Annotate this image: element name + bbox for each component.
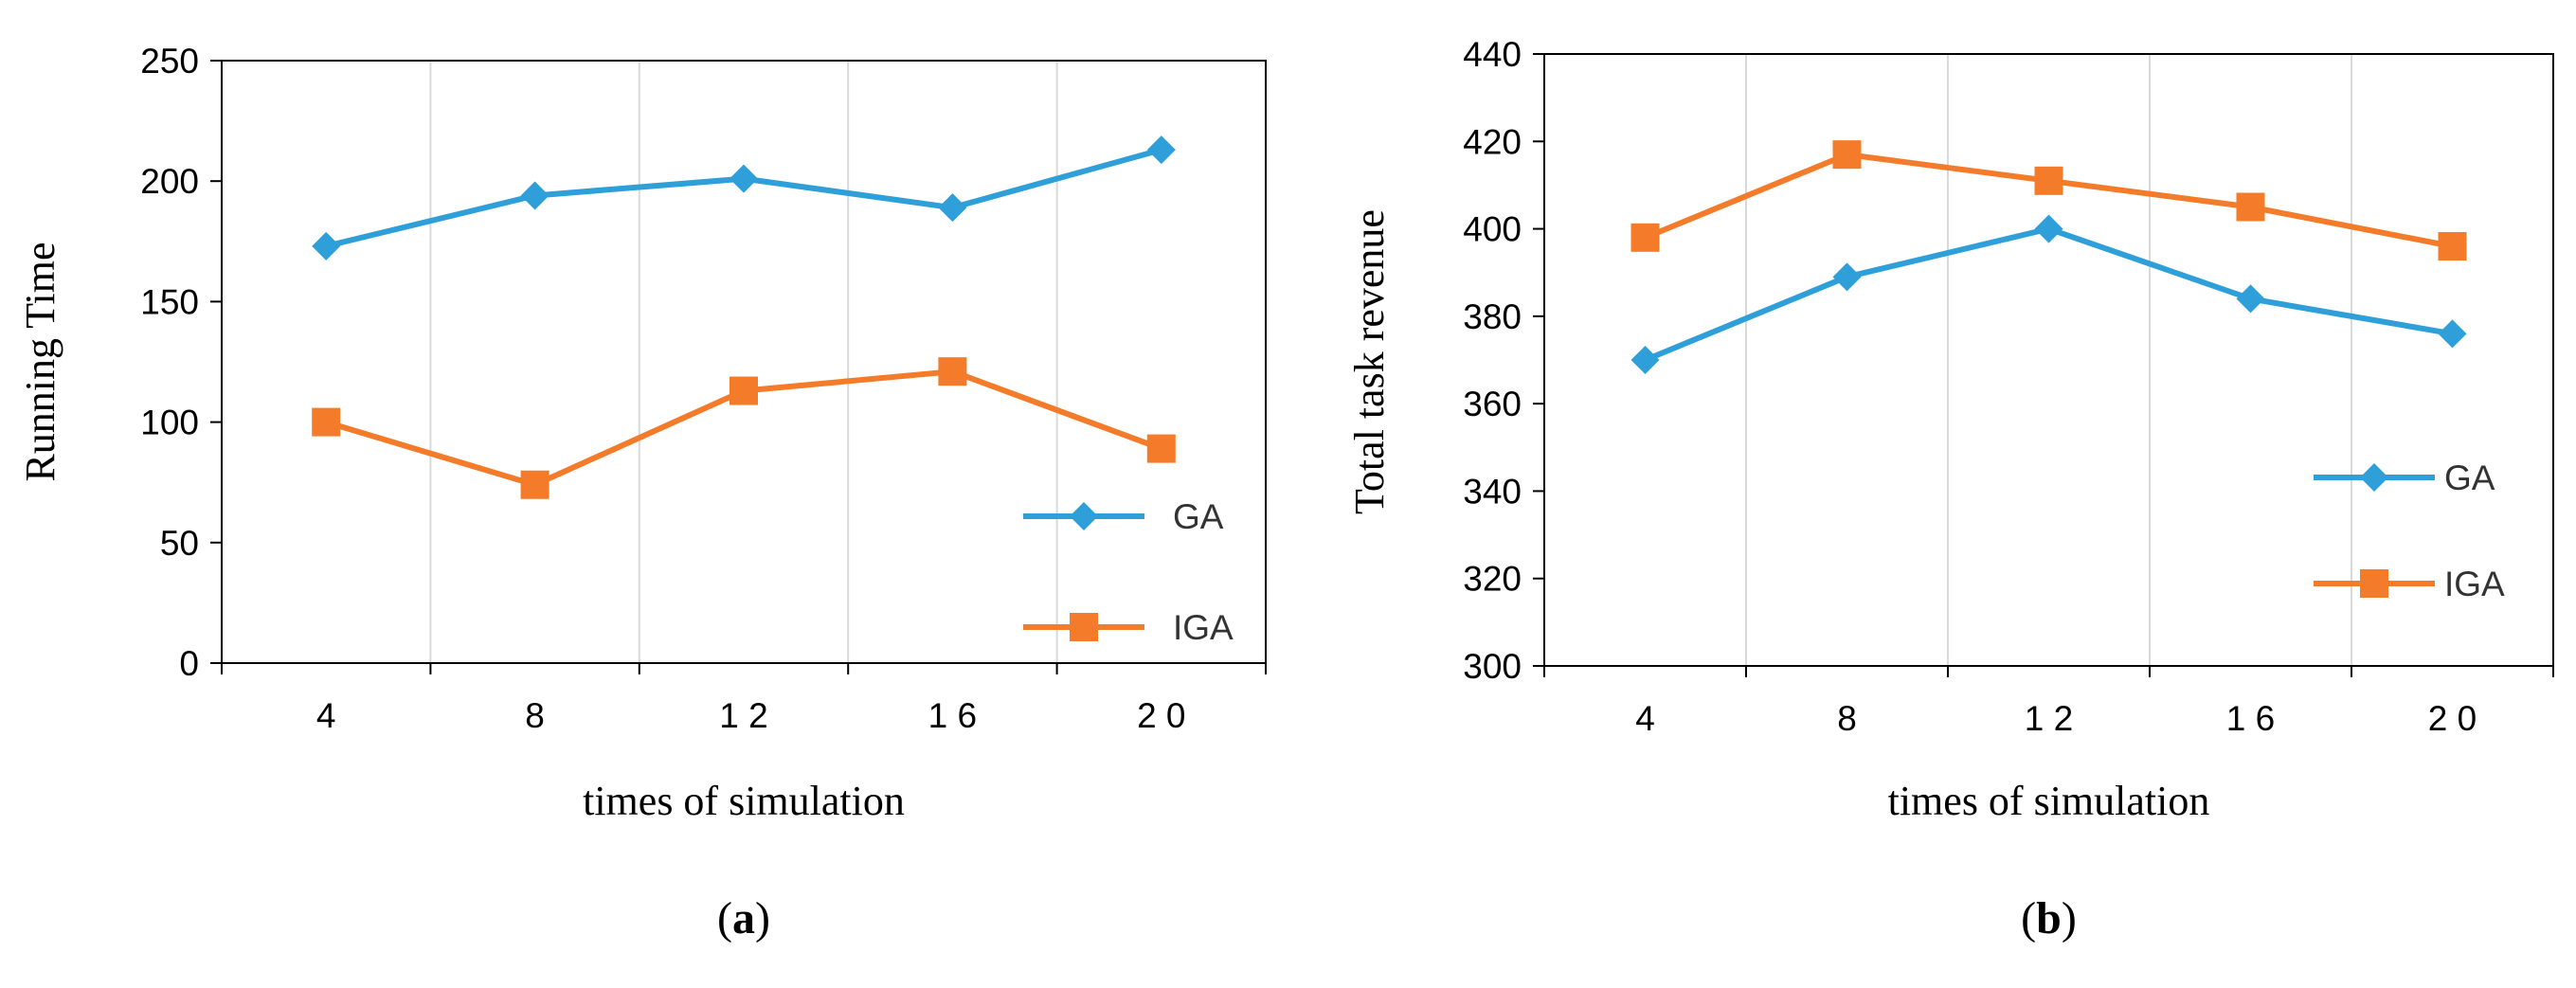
- data-point-iga: [2034, 166, 2063, 195]
- x-tick-label: 2 0: [1137, 696, 1185, 735]
- data-point-iga: [730, 376, 758, 405]
- y-axis-title: Total task revenue: [1346, 209, 1393, 514]
- data-point-iga: [520, 470, 549, 499]
- data-point-ga: [520, 181, 549, 210]
- data-point-ga: [938, 193, 967, 223]
- chart-panel-a: 0 50 100 150 200 250 4 8 1 2 1 6 2 0 Running Time ti…: [17, 42, 1267, 943]
- y-tick-label: 320: [1463, 560, 1522, 599]
- data-point-iga: [1630, 223, 1660, 252]
- y-axis-title: Running Time: [17, 242, 63, 481]
- x-axis-title: times of simulation: [1888, 778, 2210, 824]
- data-point-ga: [2438, 319, 2467, 349]
- data-point-ga: [2034, 214, 2063, 243]
- series-ga: [1630, 214, 2467, 374]
- y-tick-label: 150: [140, 282, 199, 321]
- legend-marker-ga: [2360, 463, 2388, 492]
- data-point-ga: [1630, 346, 1660, 374]
- x-axis-title: times of simulation: [583, 778, 905, 824]
- series-iga: [1630, 140, 2467, 261]
- series-line-ga: [325, 147, 1162, 249]
- data-point-ga: [1146, 135, 1176, 165]
- x-tick-label: 4: [1635, 699, 1655, 738]
- legend: GA IGA: [2314, 458, 2505, 603]
- data-point-iga: [938, 357, 967, 386]
- series-ga: [312, 135, 1176, 260]
- y-tick-label: 360: [1463, 385, 1522, 423]
- legend-label-iga: IGA: [2444, 565, 2505, 603]
- y-tick-label: 0: [179, 644, 199, 683]
- data-point-iga: [1146, 434, 1176, 463]
- plot-frame: [1543, 53, 2554, 667]
- plot-frame: [221, 60, 1267, 664]
- x-tick-label: 1 2: [2025, 699, 2073, 738]
- legend-marker-iga: [2360, 569, 2388, 598]
- y-tick-label: 100: [140, 404, 199, 442]
- data-point-ga: [2236, 284, 2265, 314]
- data-point-iga: [1832, 140, 1862, 170]
- legend-label-iga: IGA: [1173, 608, 1234, 647]
- y-tick-label: 400: [1463, 210, 1522, 249]
- x-tick-label: 8: [525, 696, 545, 735]
- panel-label: (a): [717, 893, 770, 943]
- x-tick-label: 8: [1837, 699, 1857, 738]
- y-tick-label: 300: [1463, 647, 1522, 686]
- y-tick-label: 420: [1463, 122, 1522, 161]
- panel-label: (b): [2021, 893, 2077, 943]
- data-point-ga: [1832, 262, 1862, 292]
- series-iga: [312, 357, 1176, 499]
- legend-marker-iga: [1070, 613, 1098, 641]
- legend-marker-ga: [1070, 502, 1098, 530]
- data-point-iga: [2438, 232, 2467, 261]
- legend-label-ga: GA: [2444, 458, 2495, 497]
- y-tick-label: 200: [140, 162, 199, 201]
- data-point-iga: [312, 407, 341, 437]
- y-tick-label: 340: [1463, 472, 1522, 511]
- y-tick-label: 380: [1463, 297, 1522, 336]
- data-point-ga: [730, 164, 758, 193]
- data-point-iga: [2236, 192, 2265, 222]
- x-tick-label: 2 0: [2428, 699, 2477, 738]
- legend-label-ga: GA: [1173, 497, 1224, 536]
- series-line-ga: [1644, 225, 2454, 363]
- x-tick-label: 4: [316, 696, 336, 735]
- legend: GA IGA: [1023, 497, 1234, 647]
- data-point-ga: [312, 231, 341, 260]
- x-tick-label: 1 2: [719, 696, 767, 735]
- y-tick-label: 50: [160, 524, 199, 563]
- x-tick-label: 1 6: [928, 696, 977, 735]
- y-tick-label: 440: [1463, 35, 1522, 74]
- chart-panel-b: 300 320 340 360 380 400 420 440 4 8 1 2 1 6 2 0 Total…: [1346, 35, 2554, 943]
- y-tick-label: 250: [140, 42, 199, 81]
- x-tick-label: 1 6: [2226, 699, 2275, 738]
